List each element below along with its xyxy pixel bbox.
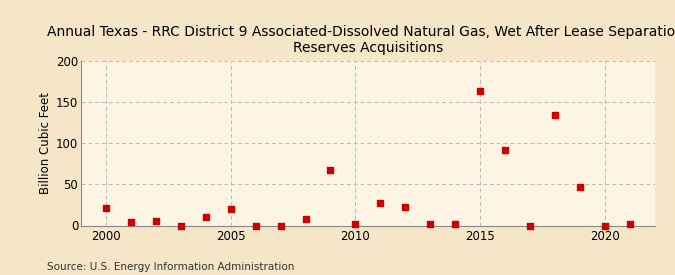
- Point: [225, 207, 236, 211]
- Point: [450, 222, 460, 226]
- Text: Source: U.S. Energy Information Administration: Source: U.S. Energy Information Administ…: [47, 262, 294, 272]
- Point: [475, 89, 485, 93]
- Title: Annual Texas - RRC District 9 Associated-Dissolved Natural Gas, Wet After Lease : Annual Texas - RRC District 9 Associated…: [47, 25, 675, 55]
- Point: [200, 215, 211, 219]
- Point: [425, 222, 435, 226]
- Point: [524, 223, 535, 228]
- Point: [350, 222, 361, 226]
- Y-axis label: Billion Cubic Feet: Billion Cubic Feet: [38, 92, 52, 194]
- Point: [176, 223, 186, 228]
- Point: [500, 148, 510, 153]
- Point: [599, 223, 610, 228]
- Point: [250, 223, 261, 228]
- Point: [375, 201, 385, 205]
- Point: [126, 220, 136, 224]
- Point: [275, 223, 286, 228]
- Point: [101, 206, 111, 210]
- Point: [151, 218, 161, 223]
- Point: [624, 222, 635, 226]
- Point: [300, 217, 311, 221]
- Point: [574, 185, 585, 189]
- Point: [549, 113, 560, 117]
- Point: [325, 168, 336, 172]
- Point: [400, 205, 410, 210]
